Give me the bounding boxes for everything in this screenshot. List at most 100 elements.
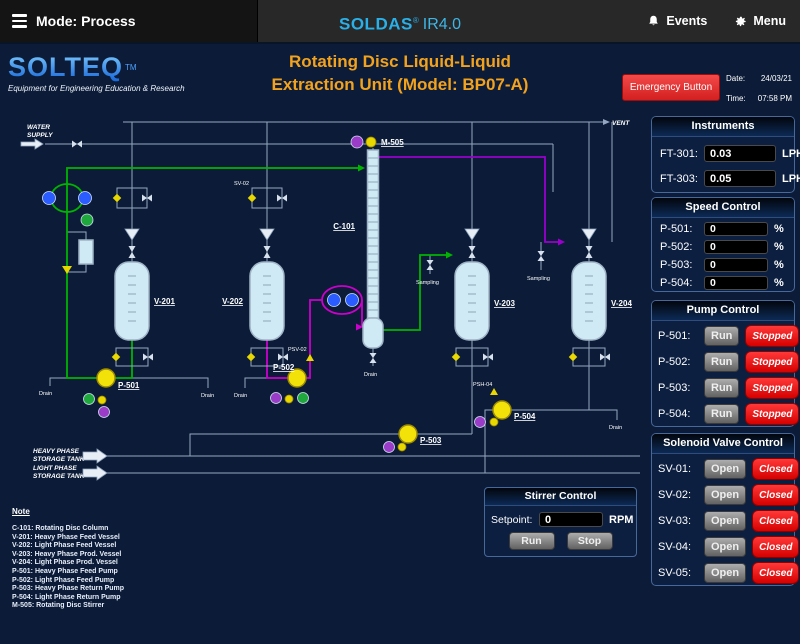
vent-arrowhead (603, 119, 610, 125)
sv04-label: SV-04: (658, 541, 692, 553)
date-value: 24/03/21 (760, 74, 792, 83)
p501-speed-input[interactable] (704, 221, 768, 236)
stirrer-stop-button[interactable]: Stop (566, 532, 613, 550)
note-line: V-204: Light Phase Prod. Vessel (12, 559, 118, 567)
p502-speed-input[interactable] (704, 239, 768, 254)
p503-status-button[interactable]: Stopped (745, 377, 800, 399)
p503-label: P-503 (420, 436, 442, 445)
p503-speed-input[interactable] (704, 257, 768, 272)
brand-suffix: IR4.0 (422, 16, 461, 34)
solenoid-row: SV-03: Open Closed (658, 510, 800, 532)
vessel-v204 (571, 261, 607, 341)
p502-speed-unit: % (774, 240, 784, 253)
sv04-status-button[interactable]: Closed (752, 536, 800, 558)
time-label: Time: (726, 94, 746, 103)
c101-label: C-101 (333, 222, 355, 231)
ft301-value-input[interactable] (704, 145, 776, 162)
p503-speed-unit: % (774, 258, 784, 271)
sv01-open-button[interactable]: Open (704, 459, 747, 479)
sv02-status-button[interactable]: Closed (752, 484, 800, 506)
pump-control-panel: Pump Control P-501: Run Stopped P-502: R… (651, 300, 800, 427)
menu-button[interactable]: Menu (733, 14, 786, 28)
solenoid-control-panel: Solenoid Valve Control SV-01: Open Close… (651, 433, 800, 586)
drain-label: Drain (364, 372, 377, 378)
p501-label: P-501 (118, 381, 140, 390)
sv03-open-button[interactable]: Open (704, 511, 747, 531)
v201-label: V-201 (154, 297, 175, 306)
sv01-status-button[interactable]: Closed (752, 458, 800, 480)
page-title-line2: Extraction Unit (Model: BP07-A) (271, 75, 529, 94)
ft303-label: FT-303: (660, 172, 698, 185)
pump-p501 (96, 368, 116, 388)
vessel-funnels (124, 228, 597, 262)
instrument-icon (474, 416, 486, 428)
instruments-title: Instruments (652, 117, 794, 137)
p503-run-button[interactable]: Run (704, 378, 740, 398)
logo-tagline: Equipment for Engineering Education & Re… (8, 84, 185, 93)
p504-speed-label: P-504: (660, 276, 693, 289)
p504-speed-input[interactable] (704, 275, 768, 290)
column-c101 (362, 149, 384, 363)
instrument-icon (80, 213, 94, 227)
psv-valve-icon (306, 354, 314, 361)
flow-instrument-icon (345, 293, 359, 307)
water-valve-icon (72, 140, 77, 148)
pump-row: P-502: Run Stopped (658, 351, 800, 373)
pump-control-title: Pump Control (652, 301, 794, 321)
pump-row: P-503: Run Stopped (658, 377, 800, 399)
stirrer-setpoint-label: Setpoint: (491, 513, 533, 526)
mode-button[interactable]: Mode: Process (0, 0, 258, 42)
sv03-status-button[interactable]: Closed (752, 510, 800, 532)
instrument-icon (270, 392, 282, 404)
pump-p502 (287, 368, 307, 388)
p502-label: P-502 (273, 363, 295, 372)
v204-label: V-204 (611, 299, 632, 308)
sv05-status-button[interactable]: Closed (752, 562, 800, 584)
sv04-open-button[interactable]: Open (704, 537, 747, 557)
sv02-label: SV-02 (234, 181, 249, 187)
solenoid-bypass-upper: SV-02 (112, 181, 287, 209)
psh04-label: PSH-04 (473, 382, 492, 388)
tm-mark: TM (125, 62, 137, 72)
emergency-button[interactable]: Emergency Button (622, 74, 720, 101)
p504-run-button[interactable]: Run (704, 404, 740, 424)
note-line: C-101: Rotating Disc Column (12, 525, 109, 532)
instrument-icon (98, 406, 110, 418)
solenoid-row: SV-02: Open Closed (658, 484, 800, 506)
vessel-v201 (114, 261, 150, 341)
heavy-tank-arrow (82, 448, 108, 464)
instrument-row: FT-301: LPH (660, 145, 800, 162)
magenta-bypass-loop (321, 285, 363, 315)
p504-status-button[interactable]: Stopped (745, 403, 800, 425)
p503-pump-label: P-503: (658, 382, 691, 394)
sv02-open-button[interactable]: Open (704, 485, 747, 505)
sv05-open-button[interactable]: Open (704, 563, 747, 583)
note-block: Note C-101: Rotating Disc Column V-201: … (12, 507, 242, 611)
p501-run-button[interactable]: Run (704, 326, 740, 346)
speed-control-panel: Speed Control P-501: % P-502: % P-503: %… (651, 197, 795, 292)
solenoid-row: SV-01: Open Closed (658, 458, 800, 480)
p502-run-button[interactable]: Run (704, 352, 740, 372)
topbar-actions: Events Menu (647, 0, 786, 42)
ft303-unit: LPH (782, 172, 800, 185)
sv02-row-label: SV-02: (658, 489, 692, 501)
registered-mark: ® (412, 16, 419, 25)
menu-label: Menu (753, 14, 786, 28)
stirrer-control-panel: Stirrer Control Setpoint: RPM Run Stop (484, 487, 637, 557)
brand-name: SOLDAS (339, 14, 413, 34)
note-line: V-202: Light Phase Feed Vessel (12, 542, 117, 550)
p502-status-button[interactable]: Stopped (745, 351, 800, 373)
events-button[interactable]: Events (647, 14, 707, 28)
solenoid-bypass-lower (111, 347, 610, 367)
note-line: P-504: Light Phase Return Pump (12, 593, 121, 601)
stirrer-run-button[interactable]: Run (508, 532, 555, 550)
sampling-label: Sampling (527, 276, 550, 282)
v203-label: V-203 (494, 299, 515, 308)
pump-p503 (398, 424, 418, 444)
p501-status-button[interactable]: Stopped (745, 325, 800, 347)
p504-label: P-504 (514, 412, 536, 421)
stirrer-setpoint-input[interactable] (539, 512, 603, 527)
instrument-icon (284, 394, 294, 404)
note-line: P-501: Heavy Phase Feed Pump (12, 567, 118, 575)
ft303-value-input[interactable] (704, 170, 776, 187)
